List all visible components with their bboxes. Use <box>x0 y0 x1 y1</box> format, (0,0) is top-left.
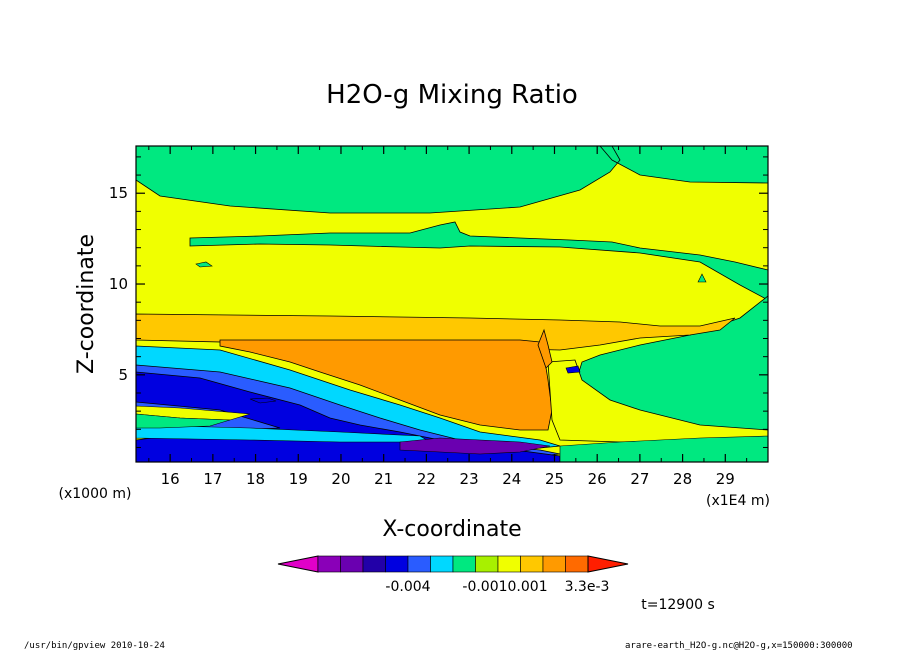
x-tick-label: 20 <box>331 470 350 488</box>
colorbar-swatch <box>520 555 544 573</box>
fill-green-band <box>189 221 768 301</box>
fill-yellow-right <box>547 359 768 443</box>
colorbar-swatch <box>407 555 431 573</box>
fill-cell-1 <box>195 261 213 268</box>
fill-orange-core <box>219 339 553 431</box>
colorbar-swatch <box>362 555 386 573</box>
x-tick-label: 24 <box>502 470 521 488</box>
fill-upper-green <box>136 146 768 214</box>
colorbar-arrow-left <box>277 555 319 573</box>
fill-left-green <box>136 413 231 429</box>
x-tick-label: 27 <box>630 470 649 488</box>
colorbar-swatch <box>452 555 476 573</box>
x-unit-label: (x1E4 m) <box>706 493 770 509</box>
colorbar-swatch <box>430 555 454 573</box>
colorbar-swatch <box>385 555 409 573</box>
plot-frame <box>135 145 769 463</box>
colorbar-arrow-right <box>587 555 629 573</box>
y-tick-label: 5 <box>118 366 128 384</box>
x-tick-label: 28 <box>673 470 692 488</box>
fill-cell-3 <box>249 397 277 404</box>
x-tick-label: 23 <box>460 470 479 488</box>
x-tick-label: 21 <box>374 470 393 488</box>
colorbar-label-2: -0.0010.001 <box>462 579 547 595</box>
y-unit-label: (x1000 m) <box>59 486 132 502</box>
x-tick-label: 16 <box>161 470 180 488</box>
fill-cell-4 <box>565 365 581 374</box>
colorbar-label-3: 3.3e-3 <box>565 579 610 595</box>
y-tick-label: 10 <box>109 275 128 293</box>
x-tick-label: 22 <box>417 470 436 488</box>
colorbar-swatch <box>340 555 364 573</box>
fill-cell-2 <box>697 273 707 283</box>
time-label: t=12900 s <box>641 597 715 613</box>
colorbar <box>277 555 629 573</box>
x-tick-label: 18 <box>246 470 265 488</box>
colorbar-swatch <box>475 555 499 573</box>
fill-bottom-green <box>559 435 768 462</box>
x-axis-label: X-coordinate <box>382 517 521 542</box>
y-ticks: 5 10 15 <box>109 156 768 448</box>
colorbar-swatch <box>317 555 341 573</box>
x-tick-label: 25 <box>545 470 564 488</box>
x-tick-label: 29 <box>716 470 735 488</box>
y-axis-label: Z-coordinate <box>74 234 99 374</box>
x-ticks: 16 17 18 19 20 21 22 23 24 25 26 27 28 29 <box>148 146 748 488</box>
footer-right: arare-earth_H2O-g.nc@H2O-g,x=150000:3000… <box>625 641 853 651</box>
colorbar-swatch <box>565 555 589 573</box>
x-tick-label: 17 <box>203 470 222 488</box>
footer-left: /usr/bin/gpview 2010-10-24 <box>24 641 165 651</box>
x-tick-label: 19 <box>289 470 308 488</box>
x-tick-label: 26 <box>588 470 607 488</box>
colorbar-label-1: -0.004 <box>385 579 430 595</box>
fill-column-spike <box>537 328 553 369</box>
fill-purple <box>399 437 551 455</box>
colorbar-swatch <box>497 555 521 573</box>
chart-title: H2O-g Mixing Ratio <box>326 80 578 110</box>
y-tick-label: 15 <box>109 184 128 202</box>
contour-fills <box>136 146 768 462</box>
colorbar-labels: -0.004 -0.0010.001 3.3e-3 <box>385 579 609 595</box>
colorbar-swatch <box>542 555 566 573</box>
